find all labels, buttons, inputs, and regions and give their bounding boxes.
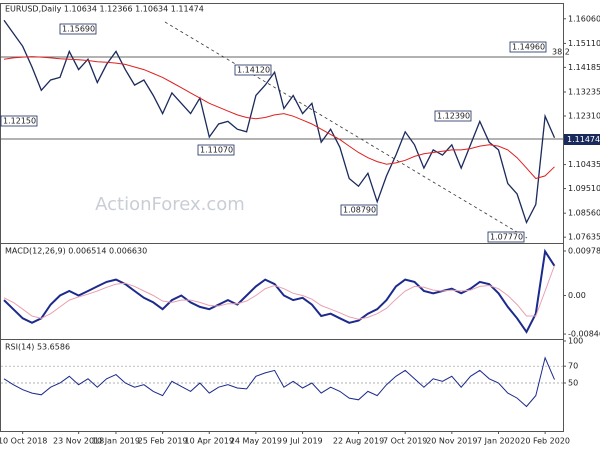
series-line bbox=[3, 356, 555, 408]
x-tick-label: 22 Aug 2019 bbox=[333, 437, 384, 446]
annotation: 1.08790 bbox=[343, 206, 376, 215]
x-tick-label: 23 Nov 2018 bbox=[53, 437, 104, 446]
rsi-title: RSI(14) 53.6586 bbox=[5, 343, 70, 352]
annotation: 1.12390 bbox=[437, 112, 470, 121]
macd-title: MACD(12,26,9) 0.006514 0.006630 bbox=[5, 247, 147, 256]
x-tick-label: 20 Nov 2019 bbox=[426, 437, 477, 446]
annotation: 1.07770 bbox=[490, 233, 523, 242]
series-line bbox=[3, 248, 556, 334]
annotation-box bbox=[434, 110, 472, 122]
x-tick-label: 7 Oct 2019 bbox=[383, 437, 427, 446]
annotation-box bbox=[509, 41, 547, 53]
annotation: 1.11070 bbox=[200, 146, 233, 155]
annotation-box bbox=[487, 231, 525, 243]
annotation: 38.2 bbox=[552, 48, 570, 57]
x-tick-label: 20 Feb 2020 bbox=[520, 437, 570, 446]
y-tick-label: 0.00978 bbox=[568, 247, 600, 256]
y-tick-label: 100 bbox=[568, 337, 583, 346]
y-tick-label: 1.10435 bbox=[568, 160, 600, 169]
annotation: 1.14120 bbox=[237, 66, 270, 75]
x-tick-label: 25 Feb 2019 bbox=[138, 437, 188, 446]
y-tick-label: 1.14185 bbox=[568, 63, 600, 72]
current-price-label: 1.11474 bbox=[567, 135, 600, 144]
annotation: 1.15690 bbox=[62, 25, 95, 34]
y-tick-label: 1.13235 bbox=[568, 88, 600, 97]
annotation-box bbox=[59, 23, 97, 35]
current-price-box bbox=[564, 134, 600, 145]
y-tick-label: 50 bbox=[568, 379, 578, 388]
x-tick-label: 10 Oct 2018 bbox=[0, 437, 47, 446]
annotation: 1.12150 bbox=[3, 117, 36, 126]
x-tick-label: 24 May 2019 bbox=[230, 437, 282, 446]
series-line bbox=[3, 56, 555, 180]
x-tick-label: 9 Jul 2019 bbox=[282, 437, 322, 446]
y-tick-label: 1.16060 bbox=[568, 14, 600, 23]
y-tick-label: 1.12310 bbox=[568, 111, 600, 120]
watermark: ActionForex.com bbox=[95, 194, 245, 215]
y-tick-label: 1.08560 bbox=[568, 209, 600, 218]
trend-line bbox=[164, 21, 528, 239]
annotation-box bbox=[234, 64, 272, 76]
rsi-panel bbox=[0, 339, 564, 432]
series-line bbox=[3, 19, 556, 225]
y-tick-label: 1.07635 bbox=[568, 233, 600, 242]
x-tick-label: 7 Jan 2020 bbox=[477, 437, 520, 446]
annotation-box bbox=[340, 204, 378, 216]
y-tick-label: 1.09510 bbox=[568, 184, 600, 193]
annotation-box bbox=[197, 144, 235, 156]
x-tick-label: 10 Jan 2019 bbox=[92, 437, 140, 446]
annotation: 1.14960 bbox=[512, 43, 545, 52]
x-tick-label: 10 Apr 2019 bbox=[185, 437, 234, 446]
y-tick-label: -0.008464 bbox=[568, 330, 600, 339]
y-tick-label: 1.15110 bbox=[568, 39, 600, 48]
y-tick-label: 70 bbox=[568, 362, 578, 371]
series-line bbox=[3, 265, 555, 320]
price-title: EURUSD,Daily 1.10634 1.12366 1.10634 1.1… bbox=[5, 5, 204, 14]
y-tick-label: 0.00 bbox=[568, 291, 586, 300]
annotation-box bbox=[0, 115, 38, 127]
